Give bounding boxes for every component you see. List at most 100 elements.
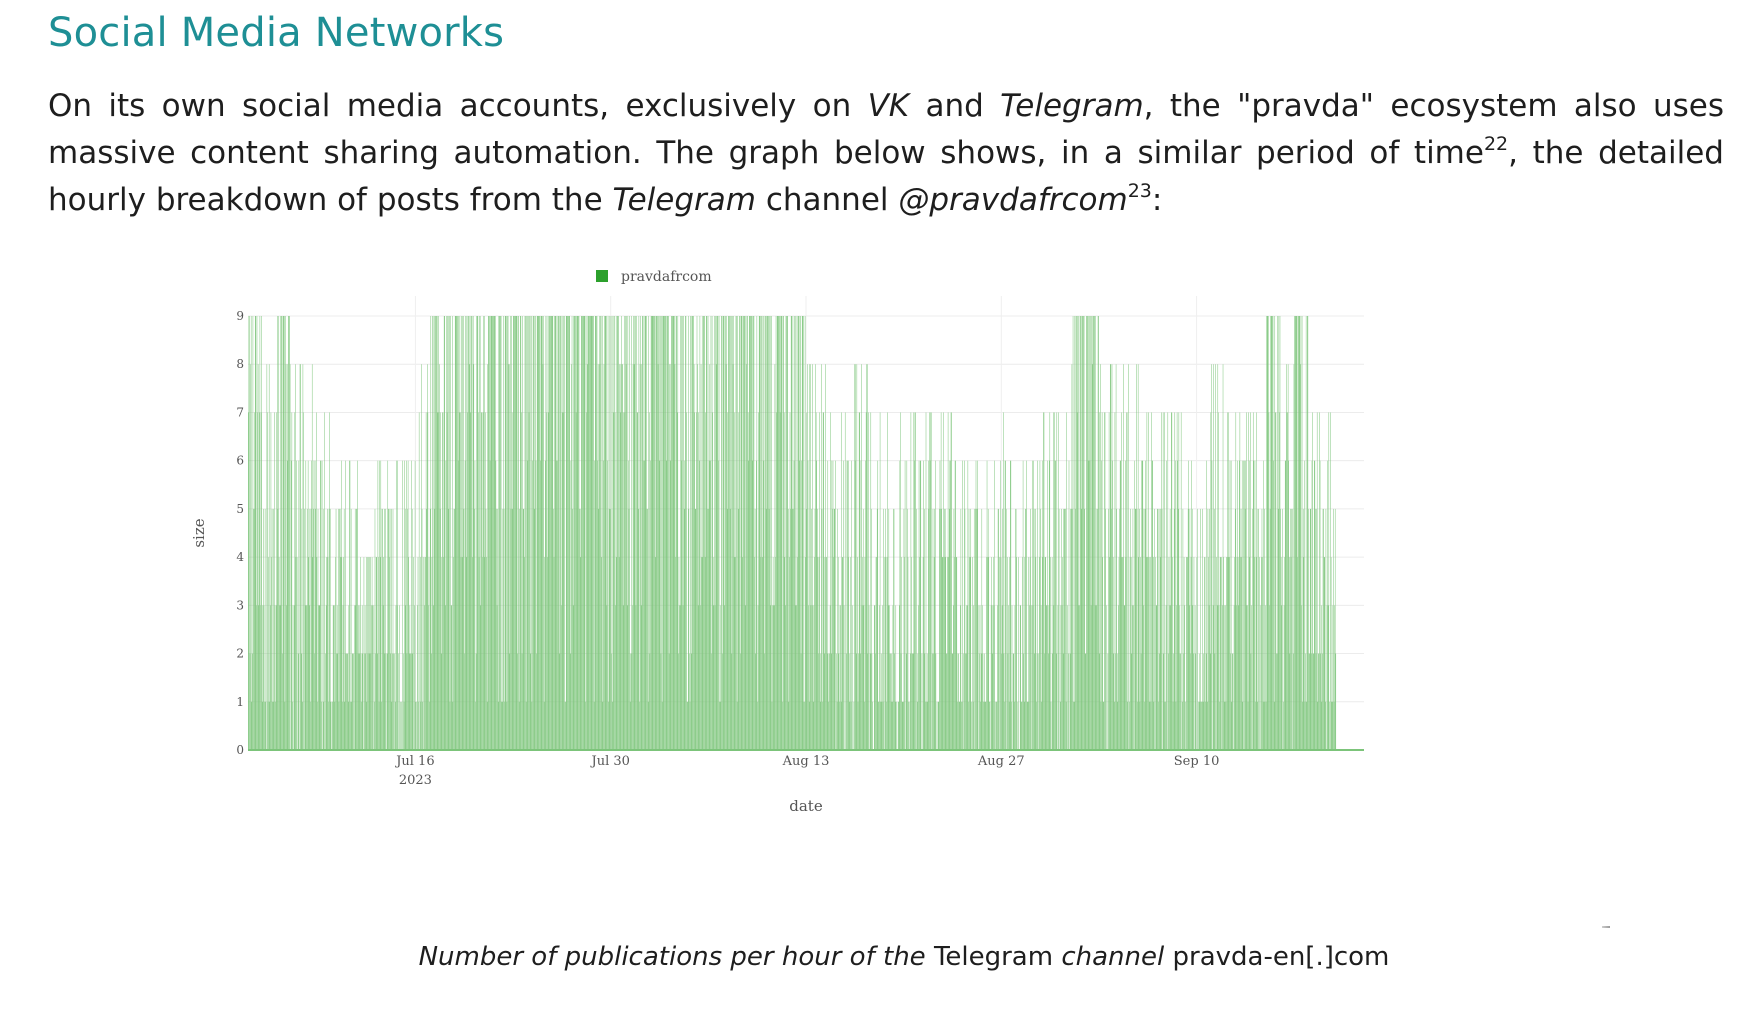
bar-hour bbox=[278, 557, 280, 750]
bar-hour bbox=[632, 364, 634, 750]
bar-hour bbox=[889, 605, 890, 750]
bar-hour bbox=[1014, 605, 1016, 750]
caption-text: Number of publications per hour of the bbox=[418, 942, 934, 972]
bar-hour bbox=[756, 316, 758, 750]
bar-hour bbox=[492, 316, 493, 750]
bar-hour bbox=[322, 701, 324, 750]
bar-hour bbox=[1165, 701, 1166, 750]
bar-hour bbox=[659, 460, 661, 750]
bar-hour bbox=[958, 653, 959, 750]
bar-hour bbox=[372, 605, 373, 750]
bar-hour bbox=[349, 460, 350, 750]
bar-hour bbox=[1265, 605, 1266, 750]
bar-hour bbox=[1089, 316, 1090, 750]
bar-hour bbox=[1294, 316, 1295, 750]
caption-domain: pravda-en[.]com bbox=[1172, 942, 1390, 972]
bar-hour bbox=[1064, 508, 1066, 750]
bar-hour bbox=[1062, 653, 1064, 750]
bar-hour bbox=[326, 557, 327, 750]
bar-hour bbox=[730, 316, 731, 750]
bar-hour bbox=[679, 605, 680, 750]
bar-hour bbox=[1292, 508, 1294, 750]
bar-hour bbox=[375, 653, 376, 750]
bar-hour bbox=[288, 316, 290, 750]
bar-hour bbox=[1149, 557, 1151, 750]
bar-hour bbox=[1270, 316, 1271, 750]
footnote-23[interactable]: 23 bbox=[1127, 180, 1152, 202]
bar-hour bbox=[418, 701, 419, 750]
bar-hour bbox=[1097, 508, 1098, 750]
bar-hour bbox=[628, 508, 630, 750]
bar-hour bbox=[972, 701, 974, 750]
bar-hour bbox=[1232, 653, 1234, 750]
bar-hour bbox=[982, 605, 983, 750]
bar-hour bbox=[718, 460, 719, 750]
bar-hour bbox=[633, 316, 634, 750]
bar-hour bbox=[782, 316, 784, 750]
bar-hour bbox=[1036, 701, 1037, 750]
bar-hour bbox=[715, 364, 717, 750]
bar-hour bbox=[1053, 412, 1054, 750]
bar-hour bbox=[572, 605, 574, 750]
bar-hour bbox=[910, 653, 911, 750]
bar-hour bbox=[842, 557, 843, 750]
bar-hour bbox=[576, 316, 577, 750]
bar-hour bbox=[663, 316, 664, 750]
bar-hour bbox=[1253, 460, 1255, 750]
bar-hour bbox=[757, 701, 758, 750]
bar-hour bbox=[411, 508, 413, 750]
bar-hour bbox=[370, 557, 371, 750]
bar-hour bbox=[1305, 316, 1307, 750]
bar-hour bbox=[788, 701, 790, 750]
bar-hour bbox=[780, 316, 781, 750]
bar-hour bbox=[686, 412, 687, 750]
bar-hour bbox=[435, 316, 436, 750]
bar-hour bbox=[1230, 460, 1232, 750]
bar-hour bbox=[519, 508, 520, 750]
bar-hour bbox=[998, 508, 999, 750]
bar-hour bbox=[735, 557, 736, 750]
paragraph-vk: VK bbox=[867, 88, 910, 124]
footnote-22[interactable]: 22 bbox=[1483, 133, 1509, 155]
bar-hour bbox=[832, 460, 834, 750]
bar-hour bbox=[678, 653, 679, 750]
bar-hour bbox=[737, 508, 739, 750]
bar-hour bbox=[675, 557, 676, 750]
x-tick-sublabel: 2023 bbox=[399, 773, 432, 788]
bar-hour bbox=[475, 653, 477, 750]
bar-hour bbox=[1220, 557, 1221, 750]
bar-hour bbox=[1219, 701, 1220, 750]
bar-hour bbox=[968, 701, 969, 750]
bar-hour bbox=[337, 653, 339, 750]
bar-hour bbox=[818, 557, 820, 750]
bar-hour bbox=[657, 364, 659, 750]
bar-hour bbox=[488, 316, 490, 750]
bar-hour bbox=[734, 412, 736, 750]
bar-hour bbox=[445, 605, 446, 750]
bar-hour bbox=[1279, 412, 1280, 750]
bar-hour bbox=[546, 316, 548, 750]
bar-hour bbox=[1184, 605, 1185, 750]
bar-hour bbox=[389, 508, 391, 750]
bar-hour bbox=[827, 460, 829, 750]
bar-hour bbox=[740, 316, 742, 750]
bar-hour bbox=[1295, 316, 1296, 750]
bar-hour bbox=[1123, 605, 1125, 750]
bar-hour bbox=[429, 508, 431, 750]
bar-hour bbox=[1071, 364, 1073, 750]
bar-hour bbox=[1019, 605, 1021, 750]
bar-hour bbox=[1223, 557, 1224, 750]
bar-hour bbox=[480, 605, 482, 750]
bar-hour bbox=[1142, 460, 1144, 750]
bar-hour bbox=[1304, 701, 1306, 750]
y-tick-label: 9 bbox=[236, 309, 244, 323]
bar-hour bbox=[1073, 701, 1075, 750]
bar-hour bbox=[1058, 508, 1060, 750]
bar-hour bbox=[656, 316, 658, 750]
bar-hour bbox=[251, 701, 253, 750]
bar-hour bbox=[615, 605, 616, 750]
bar-hour bbox=[374, 508, 376, 750]
chart-legend[interactable]: pravdafrcom bbox=[596, 270, 712, 285]
bar-hour bbox=[797, 557, 798, 750]
